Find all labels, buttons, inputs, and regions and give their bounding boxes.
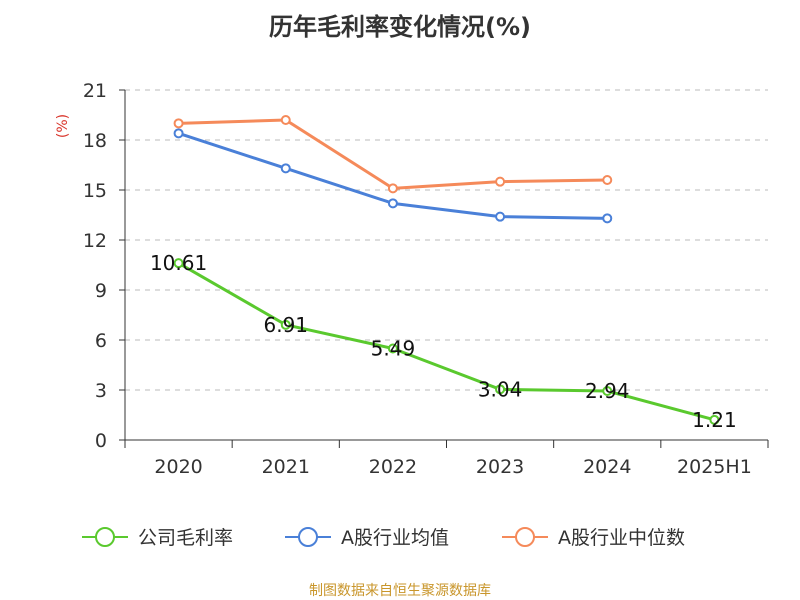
legend-label: 公司毛利率	[138, 527, 233, 549]
legend-marker	[515, 527, 535, 547]
source-footer: 制图数据来自恒生聚源数据库	[309, 583, 491, 599]
legend: 公司毛利率 A股行业均值 A股行业中位数	[82, 527, 685, 549]
data-point	[602, 213, 613, 224]
x-tick-label: 2022	[369, 456, 417, 478]
data-point	[495, 211, 506, 222]
data-point	[495, 384, 506, 395]
y-tick-label: 6	[95, 330, 107, 352]
x-tick-label: 2023	[476, 456, 524, 478]
series-lines	[173, 115, 720, 425]
data-point	[173, 258, 184, 269]
y-tick-label: 0	[95, 430, 107, 452]
data-point	[280, 163, 291, 174]
data-point	[495, 176, 506, 187]
x-tick-label: 2024	[583, 456, 631, 478]
y-axis-unit-label: (%)	[55, 114, 71, 138]
legend-label: A股行业均值	[341, 527, 449, 549]
legend-marker	[95, 527, 115, 547]
data-label: 5.49	[371, 337, 416, 361]
data-point	[387, 343, 398, 354]
y-tick-label: 9	[95, 280, 107, 302]
x-tick-label: 2020	[154, 456, 202, 478]
data-label: 1.21	[692, 408, 737, 432]
y-tick-label: 18	[83, 130, 107, 152]
data-point	[280, 319, 291, 330]
data-point	[602, 175, 613, 185]
data-label: 2.94	[585, 379, 630, 403]
legend-marker	[298, 527, 318, 547]
y-tick-label: 12	[83, 230, 107, 252]
data-point	[387, 198, 398, 209]
series-line	[177, 261, 715, 422]
data-label: 10.61	[150, 251, 207, 275]
data-labels: 10.61 6.91 5.49 3.04 2.94 1.21	[150, 251, 737, 432]
y-tick-label: 3	[95, 380, 107, 402]
data-point	[280, 115, 291, 125]
legend-label: A股行业中位数	[558, 527, 685, 549]
data-point	[709, 414, 720, 425]
grid-lines	[125, 89, 768, 391]
data-label: 3.04	[478, 377, 523, 401]
x-tick-label: 2021	[262, 456, 310, 478]
data-point	[173, 118, 184, 129]
y-tick-label: 15	[83, 180, 107, 202]
data-point	[173, 128, 184, 139]
data-label: 6.91	[263, 313, 308, 337]
y-tick-label: 21	[83, 80, 107, 102]
axes: 0 3 6 9 12 15 18 21 2020 2021 2022 2023 2024 2025H1	[83, 80, 769, 478]
x-tick-label: 2025H1	[677, 456, 752, 478]
data-point	[602, 386, 613, 396]
data-point	[387, 183, 398, 194]
chart-title: 历年毛利率变化情况(%)	[269, 13, 531, 41]
